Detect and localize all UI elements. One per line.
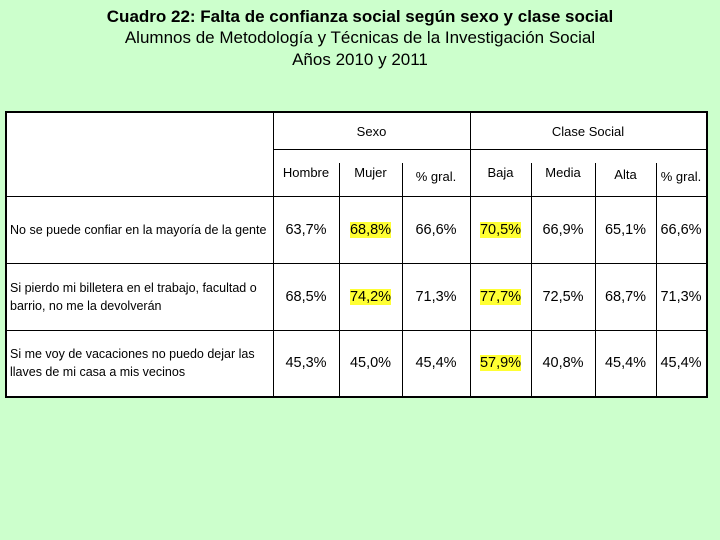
- table-cell: 45,4%: [660, 355, 702, 371]
- table-cell: 66,6%: [415, 221, 457, 238]
- col-hombre: Hombre: [282, 165, 330, 180]
- table-cell: 72,5%: [542, 288, 584, 305]
- col-alta: Alta: [614, 167, 637, 182]
- highlighted-cell: 57,9%: [479, 355, 522, 371]
- table-cell: 63,7%: [285, 221, 327, 238]
- divider: [7, 330, 706, 331]
- divider: [402, 163, 403, 396]
- divider: [273, 149, 706, 150]
- table-cell: 66,9%: [542, 221, 584, 238]
- table-cell: 45,3%: [285, 355, 327, 371]
- row-label-1: No se puede confiar en la mayoría de la …: [10, 222, 267, 237]
- header-clase-social: Clase Social: [551, 123, 625, 139]
- divider: [656, 163, 657, 396]
- page-subtitle: Alumnos de Metodología y Técnicas de la …: [124, 28, 596, 47]
- table-cell: 68,7%: [604, 288, 647, 305]
- data-table: Sexo Clase Social Hombre Mujer % gral. B…: [5, 111, 708, 398]
- row-label-2: Si pierdo mi billetera en el trabajo, fa…: [10, 280, 257, 313]
- page-title: Cuadro 22: Falta de confianza social seg…: [106, 7, 614, 26]
- highlighted-cell: 77,7%: [479, 288, 522, 305]
- col-media: Media: [545, 165, 581, 180]
- row-label-3: Si me voy de vacaciones no puedo dejar l…: [10, 347, 255, 379]
- divider: [7, 263, 706, 264]
- table-cell: 71,3%: [415, 288, 457, 305]
- table-cell: 45,4%: [604, 355, 647, 371]
- table-cell: 68,5%: [285, 288, 327, 305]
- header-sexo: Sexo: [356, 123, 387, 139]
- highlighted-cell: 68,8%: [349, 221, 392, 238]
- divider: [7, 196, 706, 197]
- highlighted-cell: 74,2%: [349, 288, 392, 305]
- table-cell: 45,0%: [349, 355, 392, 371]
- divider: [470, 113, 471, 396]
- title-block: Cuadro 22: Falta de confianza social seg…: [0, 6, 720, 71]
- col-baja: Baja: [487, 165, 514, 180]
- divider: [595, 163, 596, 396]
- divider: [339, 163, 340, 396]
- table-cell: 71,3%: [660, 288, 702, 305]
- table-cell: 66,6%: [660, 221, 702, 238]
- divider: [531, 163, 532, 396]
- table-cell: 65,1%: [604, 221, 647, 238]
- page-years: Años 2010 y 2011: [292, 50, 428, 69]
- table-cell: 45,4%: [415, 355, 457, 371]
- col-gral-sexo: % gral.: [415, 169, 457, 184]
- highlighted-cell: 70,5%: [479, 221, 522, 238]
- col-gral-clase: % gral.: [660, 169, 702, 184]
- divider: [273, 113, 274, 396]
- col-mujer: Mujer: [354, 165, 387, 180]
- table-cell: 40,8%: [542, 355, 584, 371]
